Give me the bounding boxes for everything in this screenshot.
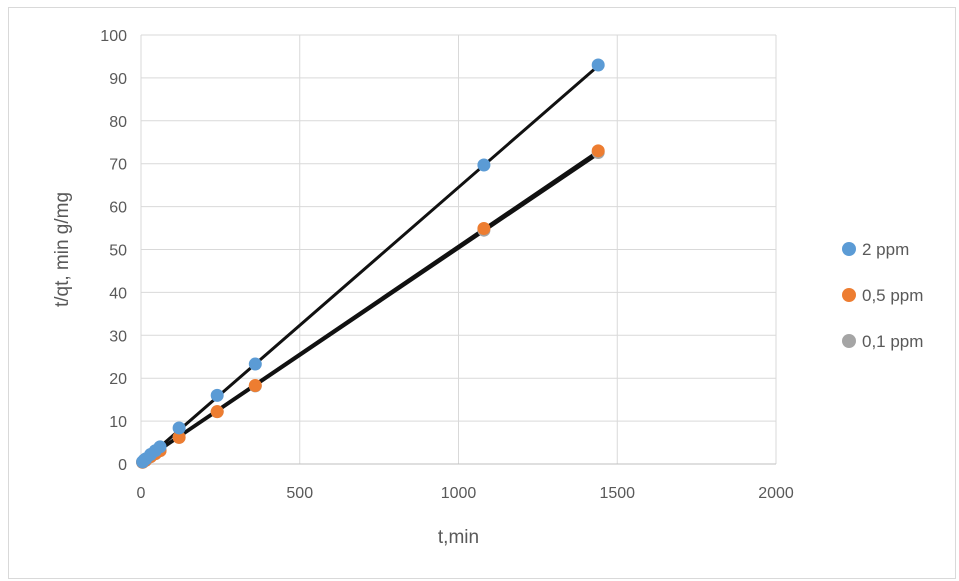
- y-tick-label: 90: [109, 71, 127, 88]
- y-tick-label: 100: [100, 28, 127, 45]
- legend-label: 0,1 ppm: [862, 332, 923, 351]
- legend-marker: [842, 242, 856, 256]
- legend: 2 ppm 0,5 ppm 0,1 ppm: [842, 240, 923, 351]
- y-tick-label: 40: [109, 285, 127, 302]
- x-tick-label: 0: [137, 485, 146, 502]
- trendlines: [142, 64, 600, 463]
- legend-marker: [842, 334, 856, 348]
- x-tick-label: 500: [286, 485, 313, 502]
- data-point: [477, 158, 491, 172]
- x-axis-title: t,min: [438, 527, 479, 548]
- y-tick-label: 70: [109, 157, 127, 174]
- y-tick-label: 0: [118, 457, 127, 474]
- data-point: [210, 388, 224, 402]
- data-point: [591, 144, 605, 158]
- data-point: [477, 221, 491, 235]
- y-tick-label: 50: [109, 243, 127, 260]
- legend-marker: [842, 288, 856, 302]
- x-tick-label: 2000: [758, 485, 794, 502]
- legend-label: 0,5 ppm: [862, 286, 923, 305]
- x-tick-label: 1000: [441, 485, 477, 502]
- trendline: [142, 64, 600, 463]
- y-tick-label: 10: [109, 414, 127, 431]
- y-tick-label: 60: [109, 200, 127, 217]
- y-axis-title: t/qt, min g/mg: [52, 192, 73, 307]
- data-point: [248, 357, 262, 371]
- data-points: [136, 58, 605, 469]
- x-tick-label: 1500: [599, 485, 635, 502]
- grid-lines: [140, 34, 777, 465]
- data-point: [591, 58, 605, 72]
- data-point: [248, 378, 262, 392]
- y-tick-label: 30: [109, 328, 127, 345]
- data-point: [210, 405, 224, 419]
- chart-frame: [8, 7, 956, 579]
- y-tick-label: 20: [109, 371, 127, 388]
- legend-label: 2 ppm: [862, 240, 909, 259]
- data-point: [172, 430, 186, 444]
- data-point: [153, 440, 167, 454]
- y-tick-label: 80: [109, 114, 127, 131]
- data-point: [172, 421, 186, 435]
